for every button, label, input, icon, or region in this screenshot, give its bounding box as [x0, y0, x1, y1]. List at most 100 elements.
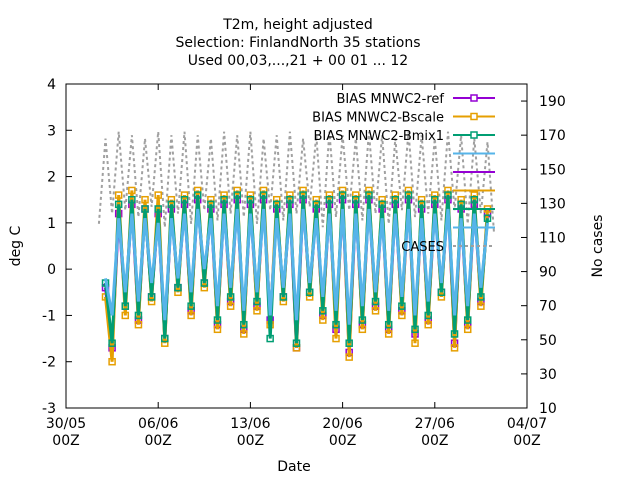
data-point [272, 195, 281, 204]
data-point [345, 339, 353, 347]
data-point [246, 191, 255, 199]
data-point [233, 186, 241, 195]
legend-label: BIAS MNWC2-Bscale [312, 111, 444, 126]
x-tick-label-time: 00Z [237, 433, 264, 449]
data-point [463, 325, 472, 334]
data-point [477, 293, 485, 301]
series-layer [101, 186, 492, 366]
x-tick-label-time: 00Z [329, 433, 356, 449]
y-tick-label: 2 [47, 170, 56, 186]
series-line [104, 208, 489, 325]
x-tick-label: 04/07 [507, 416, 547, 432]
y2-tick-label: 110 [539, 230, 566, 246]
data-point [220, 191, 228, 199]
data-point [292, 339, 301, 347]
y2-tick-label: 10 [539, 401, 557, 417]
data-point [384, 320, 393, 329]
data-point [226, 293, 235, 301]
data-point [378, 200, 386, 209]
data-point [174, 283, 182, 292]
data-point [424, 320, 432, 329]
series-4 [97, 131, 496, 235]
x-tick-label: 30/05 [46, 416, 86, 432]
data-point [338, 186, 347, 195]
data-point [253, 307, 261, 315]
data-point [174, 288, 182, 297]
data-point [417, 200, 426, 209]
data-point [134, 311, 143, 320]
data-point [417, 195, 426, 204]
data-point [259, 191, 268, 199]
legend-marker [470, 112, 478, 121]
y-tick-label: -1 [42, 308, 56, 324]
data-point [371, 307, 380, 315]
y2-tick-label: 150 [539, 162, 566, 178]
title-line-3: Used 00,03,...,21 + 00 01 ... 12 [188, 53, 408, 69]
data-point [154, 191, 162, 199]
data-point [246, 195, 255, 204]
data-point [365, 186, 373, 195]
data-point [167, 195, 176, 204]
data-point [187, 302, 195, 310]
x-tick-label-time: 00Z [52, 433, 79, 449]
data-point [114, 200, 123, 209]
y2-tick-label: 30 [539, 367, 557, 383]
data-point [457, 200, 465, 209]
x-tick-label-time: 00Z [421, 433, 448, 449]
data-point [325, 191, 334, 199]
x-axis: 30/0500Z06/0600Z13/0600Z20/0600Z27/0600Z… [46, 84, 547, 449]
data-point [424, 311, 432, 320]
data-point [437, 288, 446, 297]
data-point [207, 195, 215, 204]
data-point [444, 191, 452, 199]
data-point [108, 357, 116, 366]
y2-tick-label: 190 [539, 94, 566, 110]
y2-tick-label: 90 [539, 265, 557, 281]
data-point [147, 293, 156, 301]
data-point [154, 205, 162, 213]
data-point [404, 186, 413, 195]
data-point [193, 191, 202, 199]
data-point [259, 186, 268, 195]
data-point [312, 200, 321, 209]
data-point [128, 186, 136, 195]
data-point [352, 195, 360, 204]
data-point [457, 195, 465, 204]
data-point [180, 191, 189, 199]
chart-title: T2m, height adjusted Selection: FinlandN… [175, 17, 420, 69]
data-point [161, 339, 169, 347]
data-point [319, 307, 327, 315]
plot-frame [65, 83, 528, 409]
y-tick-label: 0 [47, 262, 56, 278]
data-point [180, 195, 189, 204]
y2-tick-label: 130 [539, 196, 566, 212]
y2-tick-label: 50 [539, 333, 557, 349]
legend-label: CASES [401, 240, 444, 255]
data-point [384, 330, 393, 338]
data-point [431, 195, 439, 204]
data-point [266, 334, 274, 343]
data-point [272, 200, 281, 209]
legend-label: BIAS MNWC2-ref [337, 92, 445, 107]
data-point [450, 330, 459, 338]
x-tick-label: 06/06 [138, 416, 178, 432]
data-point [352, 191, 360, 199]
data-point [114, 191, 123, 199]
data-point [378, 195, 386, 204]
data-point [470, 191, 479, 199]
data-point [213, 325, 222, 334]
y-tick-label: 1 [47, 216, 56, 232]
y2-tick-label: 170 [539, 128, 566, 144]
data-point [365, 191, 373, 199]
data-point [391, 195, 400, 204]
legend-marker [470, 94, 478, 102]
data-point [200, 279, 209, 287]
data-point [299, 191, 307, 199]
data-point [253, 297, 261, 306]
x-axis-label: Date [277, 459, 310, 475]
y-axis-label: deg C [8, 225, 24, 266]
data-point [167, 200, 176, 209]
data-point [345, 353, 353, 361]
y-axis: -3 -2 -1 0 1 2 3 4 [42, 77, 72, 417]
data-point [299, 186, 307, 195]
